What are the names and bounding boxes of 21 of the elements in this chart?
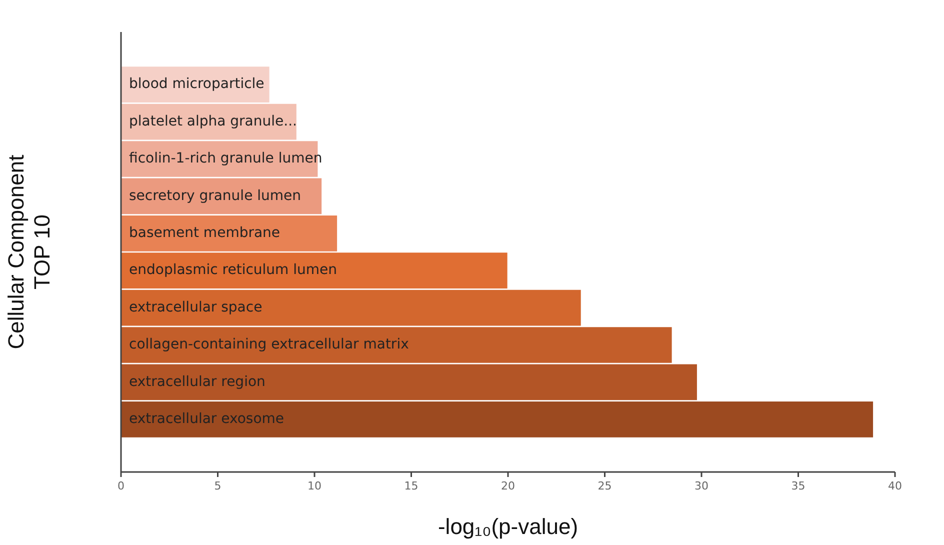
y-axis-title: Cellular Component TOP 10: [3, 154, 55, 350]
y-tick-label: ficolin-1-rich granule lumen: [129, 150, 322, 167]
y-tick-label: secretory granule lumen: [129, 188, 302, 204]
x-tick-label: 5: [214, 479, 222, 492]
y-tick-label: blood microparticle: [129, 76, 264, 92]
x-tick-label: 0: [118, 479, 124, 492]
y-tick-label: extracellular exosome: [129, 411, 284, 428]
y-tick-label: extracellular region: [129, 374, 266, 390]
y-tick-label: extracellular space: [129, 299, 262, 316]
x-axis-title: -log₁₀(p-value): [438, 514, 578, 539]
y-tick-label: platelet alpha granule...: [129, 113, 297, 130]
y-tick-label: endoplasmic reticulum lumen: [129, 262, 338, 278]
x-tick-label: 20: [501, 479, 515, 492]
x-tick-label: 15: [404, 479, 418, 492]
x-tick-label: 40: [888, 479, 902, 492]
x-tick-label: 30: [694, 479, 708, 492]
x-tick-label: 10: [308, 479, 322, 492]
x-tick-label: 25: [598, 479, 612, 492]
y-tick-label: basement membrane: [129, 225, 280, 242]
x-tick-label: 35: [791, 479, 806, 492]
y-tick-label: collagen-containing extracellular matrix: [129, 336, 409, 353]
